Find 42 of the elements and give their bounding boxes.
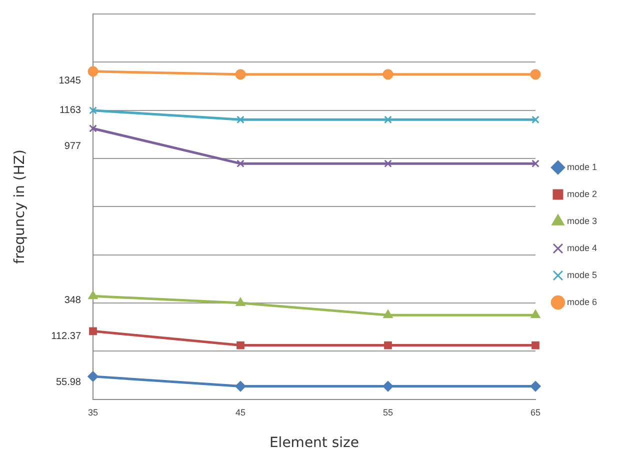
point — [384, 341, 392, 350]
point — [383, 310, 393, 318]
legend-label: mode 1 — [566, 162, 598, 172]
point — [532, 160, 540, 168]
x-tick-label: 45 — [235, 407, 246, 418]
point — [89, 327, 97, 336]
x-tick-label: 65 — [530, 407, 540, 418]
text: 977 — [64, 141, 82, 152]
point — [530, 381, 541, 392]
point — [384, 160, 392, 168]
y-axis-title: frequncy in (HZ) — [12, 150, 28, 264]
x-tick-label: 55 — [382, 407, 393, 418]
legend-label: mode 6 — [566, 296, 598, 307]
annotation: 55.98 — [56, 377, 82, 388]
point — [236, 298, 246, 306]
point — [532, 341, 540, 350]
point — [235, 381, 246, 392]
point — [532, 116, 540, 124]
annotation: 1163 — [59, 105, 82, 116]
point — [236, 160, 244, 168]
annotation: 112.37 — [51, 330, 82, 342]
point — [530, 69, 541, 80]
point — [384, 116, 392, 124]
legend-label: mode 3 — [566, 216, 598, 226]
point — [88, 290, 98, 300]
legend-label: mode 5 — [566, 270, 598, 280]
point — [382, 381, 394, 392]
point — [236, 116, 244, 124]
point — [236, 341, 244, 350]
point — [89, 124, 97, 132]
legend-label: mode 4 — [566, 242, 598, 253]
point — [235, 69, 246, 80]
x-tick-label: 35 — [88, 407, 98, 418]
point — [382, 69, 394, 80]
annotation: 348 — [64, 294, 82, 306]
point — [530, 310, 540, 318]
annotation: 1345 — [58, 75, 82, 86]
legend-label: mode 2 — [566, 188, 598, 199]
point — [88, 66, 98, 77]
x-axis-title: Element size — [269, 435, 360, 452]
point — [88, 371, 98, 382]
point — [89, 106, 97, 114]
